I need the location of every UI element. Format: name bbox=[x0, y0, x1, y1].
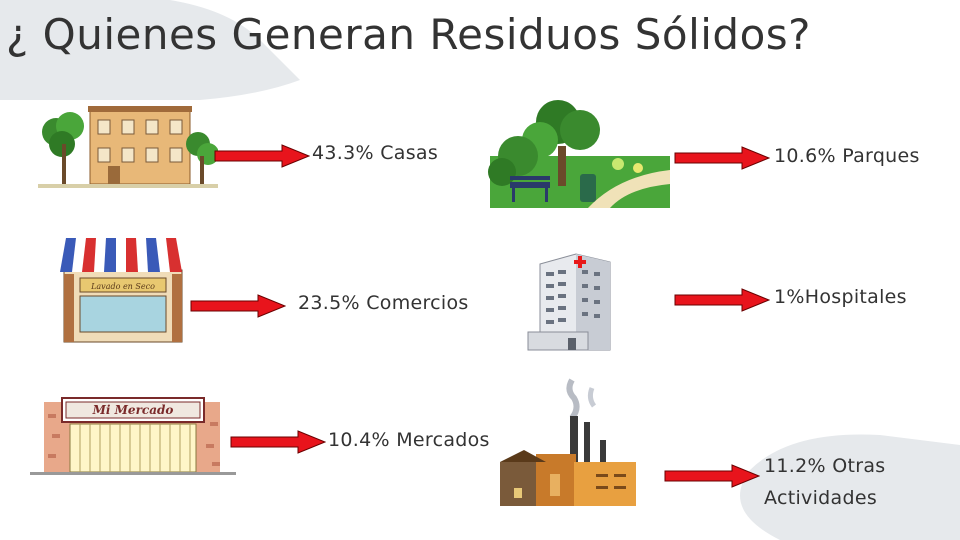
slide-title: ¿ Quienes Generan Residuos Sólidos? bbox=[6, 10, 811, 59]
label-hospitales: 1%Hospitales bbox=[774, 286, 907, 308]
label-mercados: 10.4% Mercados bbox=[328, 429, 490, 451]
store-sign: Lavado en Seco bbox=[90, 282, 155, 291]
arrow-casas bbox=[214, 144, 310, 168]
arrow-comercios bbox=[190, 294, 286, 318]
market-image: Mi Mercado bbox=[30, 397, 236, 475]
label-casas: 43.3% Casas bbox=[312, 142, 439, 164]
label-otras-line2: Actividades bbox=[764, 487, 878, 509]
store-image: Lavado en Seco bbox=[60, 238, 186, 343]
label-comercios: 23.5% Comercios bbox=[298, 292, 469, 314]
hospital-image bbox=[527, 253, 611, 351]
label-parques: 10.6% Parques bbox=[774, 145, 920, 167]
background-shape-top-left bbox=[0, 0, 300, 100]
label-otras-line1: 11.2% Otras bbox=[764, 455, 886, 477]
arrow-hospitales bbox=[674, 288, 770, 312]
arrow-otras bbox=[664, 464, 760, 488]
arrow-parques bbox=[674, 146, 770, 170]
factory-image bbox=[500, 378, 636, 506]
background-shape-bottom-right bbox=[740, 434, 960, 540]
park-image bbox=[488, 100, 670, 208]
market-sign: Mi Mercado bbox=[92, 403, 174, 417]
arrow-mercados bbox=[230, 430, 326, 454]
houses-image bbox=[38, 106, 218, 188]
